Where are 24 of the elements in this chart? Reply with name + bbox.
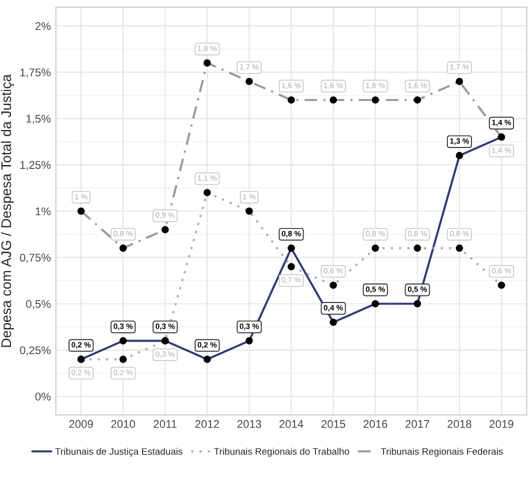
y-tick-label: 0,5% [26, 300, 51, 310]
y-tick-label: 2% [36, 22, 51, 30]
y-tick-label: 1,75% [20, 68, 51, 78]
legend-label: Tribunais Regionais Federais [380, 448, 503, 457]
y-axis-title: Depesa com AJG / Despesa Total da Justiça [0, 74, 14, 347]
x-tick-label: 2013 [237, 420, 262, 428]
legend-label: Tribunais de Justiça Estaduais [55, 448, 182, 457]
x-tick-label: 2015 [322, 420, 346, 428]
y-tick-label: 1,5% [26, 114, 51, 124]
x-tick-label: 2019 [490, 420, 514, 428]
y-tick-label: 1% [36, 207, 51, 216]
x-tick-label: 2018 [448, 420, 472, 428]
x-tick-label: 2011 [154, 420, 177, 428]
x-tick-label: 2009 [69, 420, 93, 428]
y-tick-label: 0,75% [20, 254, 51, 263]
y-tick-label: 1,25% [20, 161, 51, 170]
y-tick-label: 0,25% [20, 346, 51, 356]
x-tick-label: 2017 [406, 420, 430, 428]
y-tick-label: 0% [35, 392, 51, 401]
x-tick-label: 2014 [279, 420, 304, 428]
legend-label: Tribunais Regionais do Trabalho [214, 448, 350, 457]
x-tick-label: 2016 [364, 420, 388, 428]
x-tick-label: 2010 [111, 420, 136, 428]
x-tick-label: 2012 [195, 420, 219, 428]
